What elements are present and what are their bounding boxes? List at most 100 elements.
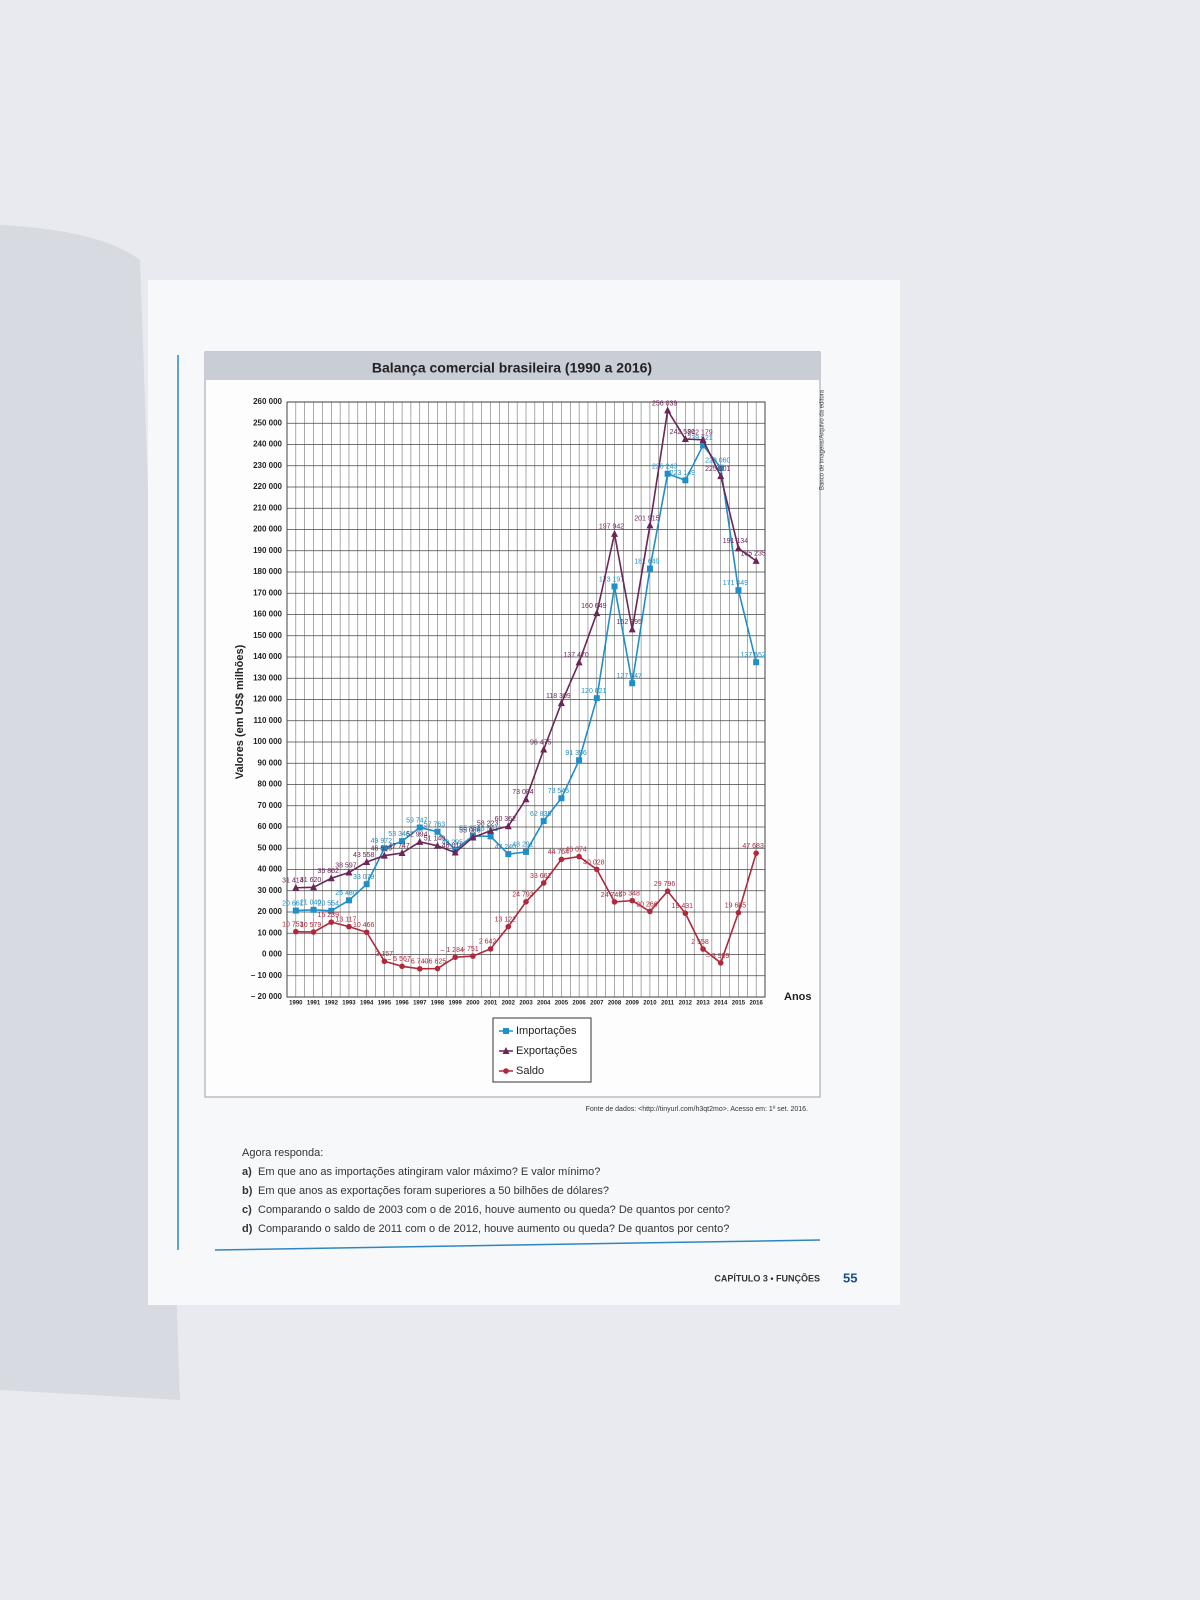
value-label: 239 621 <box>687 435 712 442</box>
x-tick-label: 1993 <box>342 1001 356 1007</box>
y-tick-label: 160 000 <box>253 610 282 619</box>
point <box>700 946 706 952</box>
question-text: Em que ano as importações atingiram valo… <box>258 1166 600 1178</box>
value-label: 201 915 <box>634 515 659 522</box>
point <box>328 907 335 914</box>
x-tick-label: 2010 <box>643 1001 657 1007</box>
point <box>734 544 742 552</box>
y-tick-label: 30 000 <box>258 886 283 895</box>
point <box>346 923 352 930</box>
point <box>398 849 406 857</box>
value-label: – 1 284 <box>441 947 464 954</box>
value-label: 185 235 <box>740 551 765 558</box>
x-tick-label: 1994 <box>360 1001 374 1007</box>
value-label: 35 862 <box>318 868 340 875</box>
value-label: 43 558 <box>353 852 375 859</box>
y-tick-label: 0 000 <box>262 950 283 959</box>
value-label: 96 475 <box>530 739 552 746</box>
value-label: 191 134 <box>723 538 748 545</box>
point <box>416 966 423 972</box>
title-bar <box>205 352 820 380</box>
point <box>292 907 299 914</box>
point <box>576 853 582 860</box>
x-tick-label: 2001 <box>484 1001 498 1007</box>
point <box>381 958 388 965</box>
point <box>664 888 671 894</box>
x-tick-label: 2003 <box>519 1001 533 1007</box>
value-label: 229 060 <box>705 458 730 465</box>
image-credit: Banco de imagens/Arquivo da editora <box>820 389 826 490</box>
value-label: 48 291 <box>512 842 534 849</box>
point <box>327 874 335 882</box>
point <box>381 845 388 852</box>
value-label: 223 149 <box>670 470 695 477</box>
point <box>540 817 547 824</box>
y-tick-label: 10 000 <box>258 928 283 937</box>
value-label: – 3 959 <box>706 953 729 960</box>
y-tick-label: 50 000 <box>258 843 283 852</box>
value-label: 24 745 <box>601 892 623 899</box>
value-label: 137 470 <box>563 652 588 659</box>
source-note: Fonte de dados: <http://tinyurl.com/h3qt… <box>586 1106 808 1113</box>
value-label: 53 346 <box>388 831 410 838</box>
value-label: 20 554 <box>318 901 340 908</box>
point <box>717 464 724 471</box>
value-label: 91 396 <box>565 750 587 757</box>
value-label: 55 086 <box>459 827 481 834</box>
y-tick-label: 240 000 <box>253 440 282 449</box>
point <box>310 906 317 913</box>
page-number: 55 <box>843 1270 857 1285</box>
chart-title: Balança comercial brasileira (1990 a 201… <box>372 360 652 376</box>
value-label: 57 763 <box>424 822 446 829</box>
value-label: – 751 <box>461 946 479 953</box>
value-label: 256 039 <box>652 400 677 407</box>
value-label: 29 796 <box>654 881 676 888</box>
x-tick-label: 1990 <box>289 1001 303 1007</box>
point <box>700 442 707 449</box>
y-tick-label: 70 000 <box>258 801 283 810</box>
y-tick-label: 60 000 <box>258 822 283 831</box>
point <box>699 435 707 443</box>
value-label: 120 621 <box>581 688 606 695</box>
y-tick-label: 100 000 <box>253 737 282 746</box>
point <box>717 960 724 966</box>
point <box>434 965 441 972</box>
point <box>540 745 548 753</box>
point <box>752 556 760 564</box>
y-tick-label: 90 000 <box>258 758 283 767</box>
chapter-footer: CAPÍTULO 3 • FUNÇÕES <box>714 1273 820 1283</box>
question-text: Em que anos as exportações foram superio… <box>258 1185 609 1197</box>
value-label: – 6 740 <box>405 959 428 966</box>
value-label: 55 581 <box>477 826 499 833</box>
y-tick-label: 150 000 <box>253 631 282 640</box>
y-tick-label: 250 000 <box>253 418 282 427</box>
point <box>380 851 388 859</box>
value-label: 25 480 <box>335 890 357 897</box>
value-label: 226 243 <box>652 464 677 471</box>
value-label: 197 942 <box>599 524 624 531</box>
point <box>646 565 653 572</box>
questions: a) Em que ano as importações atingiram va… <box>242 1166 730 1235</box>
value-label: 31 620 <box>300 877 322 884</box>
point <box>487 946 494 952</box>
value-label: 127 647 <box>617 673 642 680</box>
point <box>363 929 370 936</box>
point <box>682 477 689 484</box>
point <box>469 833 477 841</box>
point <box>646 521 654 529</box>
value-label: 118 309 <box>546 693 571 700</box>
y-tick-label: 170 000 <box>253 588 282 597</box>
y-tick-label: 180 000 <box>253 567 282 576</box>
point <box>558 795 565 802</box>
value-label: 19 685 <box>725 903 747 910</box>
point <box>451 848 459 856</box>
value-label: 242 580 <box>670 429 695 436</box>
point <box>647 908 653 915</box>
point <box>523 848 529 855</box>
x-tick-label: 1997 <box>413 1001 427 1007</box>
point <box>487 833 494 840</box>
value-label: 59 747 <box>406 817 428 824</box>
point <box>664 470 671 477</box>
point <box>735 909 742 916</box>
